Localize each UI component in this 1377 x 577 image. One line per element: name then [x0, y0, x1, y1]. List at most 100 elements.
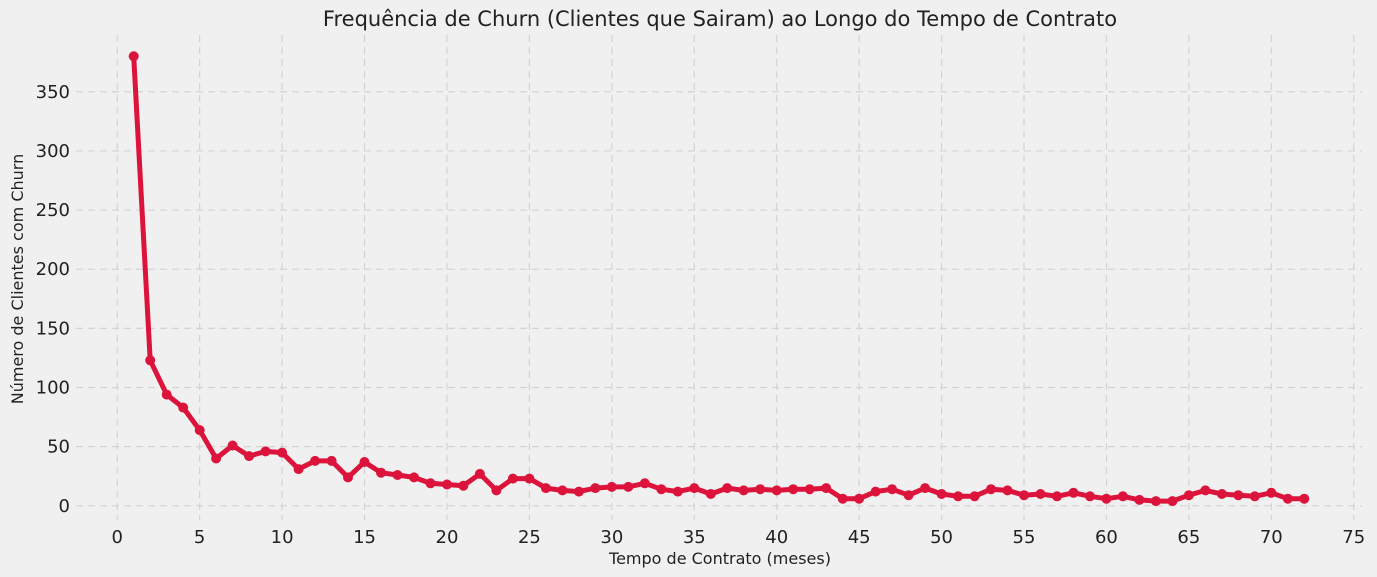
data-point — [804, 484, 815, 495]
x-tick-label: 45 — [848, 527, 871, 548]
data-point — [1282, 493, 1293, 504]
data-point — [689, 483, 700, 494]
data-point — [755, 484, 766, 495]
data-point — [1068, 487, 1079, 498]
data-point — [590, 483, 601, 494]
data-point — [738, 485, 749, 496]
data-point — [1134, 494, 1145, 505]
data-point — [870, 486, 881, 497]
data-point — [277, 447, 288, 458]
y-tick-label: 0 — [59, 496, 70, 517]
data-point — [1249, 491, 1260, 502]
data-point — [359, 457, 370, 467]
axis-ticks: 0 5 10 15 20 25 30 35 40 45 50 55 60 65 70 75 0 50 100 150 2… — [36, 82, 1366, 548]
data-point — [920, 483, 931, 494]
data-point — [491, 485, 502, 496]
x-tick-label: 10 — [271, 527, 294, 548]
x-tick-label: 30 — [600, 527, 623, 548]
data-point — [788, 484, 799, 495]
x-tick-label: 55 — [1013, 527, 1036, 548]
y-tick-label: 50 — [47, 437, 70, 458]
data-point — [1216, 489, 1227, 499]
data-point — [1150, 496, 1161, 507]
data-point — [1101, 493, 1112, 504]
x-tick-label: 40 — [765, 527, 788, 548]
data-point — [1233, 490, 1244, 501]
x-tick-label: 5 — [194, 527, 205, 548]
data-point — [969, 491, 980, 502]
y-tick-label: 250 — [36, 200, 70, 221]
data-point — [953, 491, 964, 502]
x-tick-label: 65 — [1177, 527, 1200, 548]
data-point — [1183, 490, 1194, 501]
data-point — [458, 480, 469, 491]
x-tick-label: 75 — [1342, 527, 1365, 548]
data-point — [376, 467, 386, 478]
data-point — [887, 484, 898, 495]
data-point — [623, 481, 634, 492]
data-point — [573, 486, 584, 497]
y-tick-label: 350 — [36, 82, 70, 103]
x-tick-label: 35 — [683, 527, 706, 548]
x-tick-label: 70 — [1260, 527, 1283, 548]
x-axis-label: Tempo de Contrato (meses) — [608, 549, 831, 568]
data-point — [557, 485, 568, 496]
data-point — [540, 483, 551, 494]
y-tick-label: 150 — [36, 318, 70, 339]
chart-title: Frequência de Churn (Clientes que Sairam… — [323, 7, 1117, 31]
data-point — [986, 484, 996, 495]
data-point — [343, 472, 353, 483]
data-point — [936, 489, 947, 499]
data-point — [474, 468, 485, 479]
data-point — [392, 470, 403, 480]
data-point — [1200, 485, 1211, 496]
y-tick-label: 200 — [36, 259, 70, 280]
data-point — [326, 455, 337, 466]
data-point — [837, 493, 848, 504]
x-tick-label: 15 — [353, 527, 376, 548]
data-point — [1167, 496, 1178, 507]
x-tick-label: 25 — [518, 527, 541, 548]
data-point — [1299, 493, 1310, 504]
data-point — [161, 389, 172, 400]
data-point — [1035, 489, 1046, 499]
data-point — [194, 425, 205, 436]
churn-series-line — [131, 53, 1307, 504]
series-churn — [128, 51, 1310, 507]
data-point — [854, 493, 865, 504]
x-tick-label: 60 — [1095, 527, 1118, 548]
data-point — [1266, 487, 1277, 498]
y-tick-label: 300 — [36, 141, 70, 162]
grid — [76, 35, 1362, 520]
data-point — [821, 483, 832, 494]
data-point — [507, 473, 518, 484]
data-point — [1085, 491, 1095, 502]
x-tick-label: 50 — [930, 527, 953, 548]
data-point — [639, 478, 650, 489]
data-point — [128, 51, 139, 62]
data-point — [425, 478, 436, 489]
y-tick-label: 100 — [36, 378, 70, 399]
data-point — [178, 402, 189, 413]
data-point — [656, 484, 667, 495]
data-point — [409, 472, 419, 483]
data-point — [244, 451, 255, 462]
data-point — [1117, 491, 1128, 502]
x-tick-label: 0 — [111, 527, 122, 548]
data-point — [1002, 485, 1013, 496]
data-point — [310, 455, 321, 466]
data-point — [903, 490, 914, 501]
data-point — [1019, 490, 1029, 501]
data-point — [672, 486, 683, 497]
data-point — [442, 479, 452, 490]
y-axis-label: Número de Clientes com Churn — [8, 154, 27, 404]
data-point — [771, 485, 782, 496]
data-point — [1052, 491, 1062, 502]
data-point — [260, 446, 271, 457]
data-point — [211, 453, 222, 464]
data-point — [145, 355, 156, 366]
data-point — [227, 440, 238, 451]
x-tick-label: 20 — [436, 527, 459, 548]
data-point — [524, 473, 535, 484]
